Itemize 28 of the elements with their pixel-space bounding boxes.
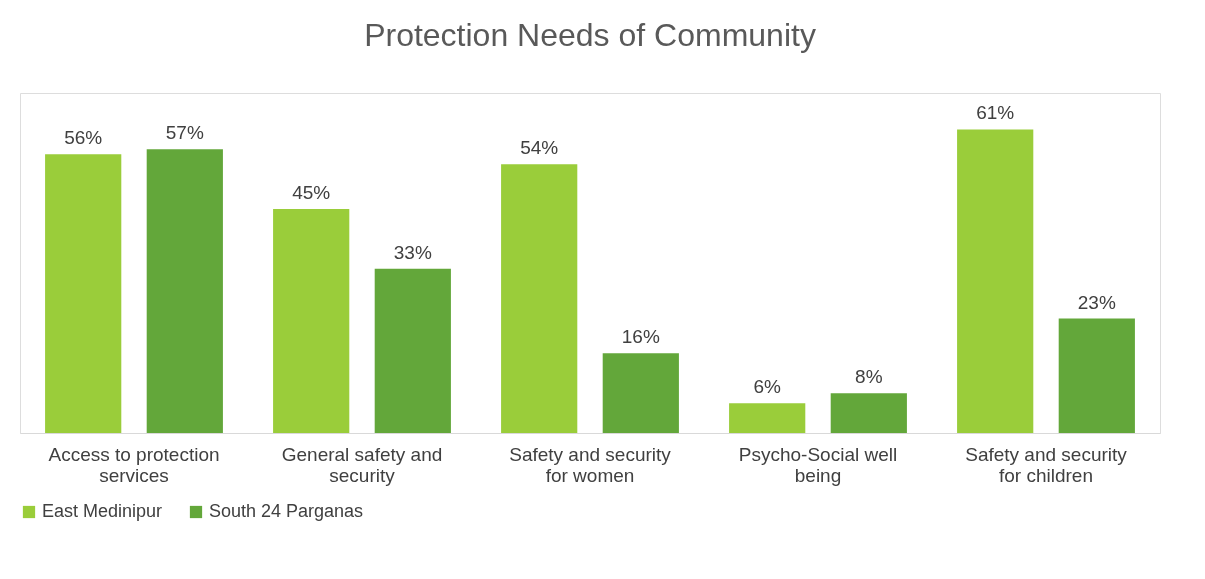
bar <box>146 149 223 433</box>
data-label: 54% <box>520 137 559 159</box>
chart-title: Protection Needs of Community <box>364 17 816 53</box>
data-label: 16% <box>621 326 660 348</box>
legend-label: South 24 Parganas <box>209 501 364 521</box>
data-label: 57% <box>165 122 204 144</box>
x-tick-label: Access to protection services <box>48 443 220 486</box>
bar <box>1058 318 1135 433</box>
legend-label: East Medinipur <box>42 501 163 521</box>
bar <box>602 353 679 433</box>
bar <box>374 268 451 433</box>
x-tick-label: Safety and security for children <box>965 443 1128 486</box>
bar <box>501 164 578 433</box>
x-tick-label: Safety and security for women <box>509 443 672 486</box>
data-label: 45% <box>292 182 331 204</box>
x-tick-label: Psycho-Social well being <box>738 443 898 486</box>
data-label: 8% <box>855 366 883 388</box>
data-label: 23% <box>1077 291 1116 313</box>
bar <box>273 209 350 433</box>
bar <box>830 393 907 433</box>
data-label: 6% <box>753 376 782 398</box>
data-label: 61% <box>976 102 1015 124</box>
bar <box>957 129 1034 433</box>
x-tick-label: General safety and security <box>281 443 443 486</box>
bar <box>45 154 122 433</box>
bar <box>729 403 806 433</box>
data-label: 56% <box>64 127 103 149</box>
data-label: 33% <box>393 241 432 263</box>
